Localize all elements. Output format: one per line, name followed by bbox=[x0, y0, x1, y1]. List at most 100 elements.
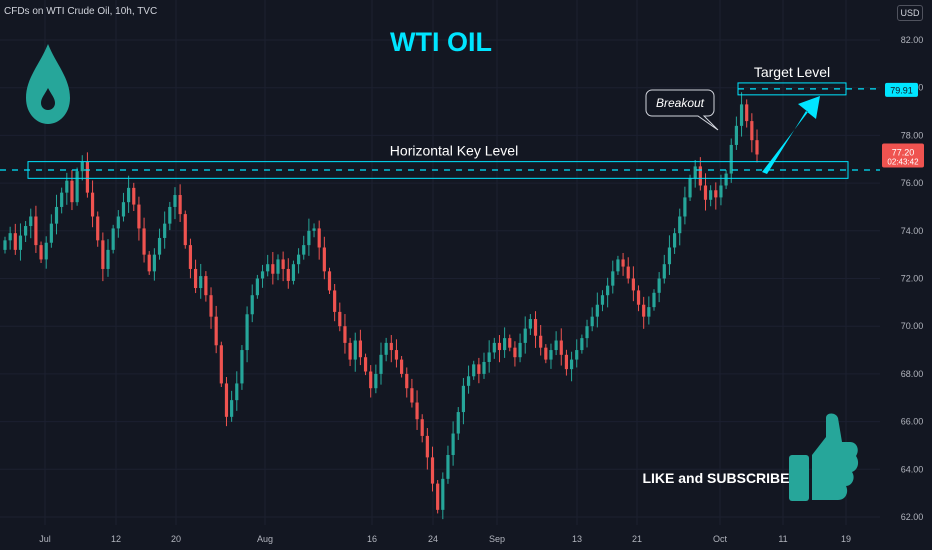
candle-body bbox=[672, 233, 677, 248]
candle bbox=[672, 228, 677, 254]
candle-body bbox=[724, 173, 728, 186]
candle bbox=[698, 157, 702, 191]
candle-body bbox=[116, 216, 120, 229]
candle bbox=[168, 201, 172, 231]
candle bbox=[286, 258, 290, 289]
candle-body bbox=[348, 342, 352, 360]
candle-body bbox=[492, 342, 496, 353]
price-tick-label: 74.00 bbox=[901, 226, 924, 236]
candle-body bbox=[322, 247, 326, 272]
candle bbox=[39, 241, 43, 263]
candle bbox=[394, 339, 399, 368]
candle bbox=[441, 472, 445, 520]
time-tick-label: 24 bbox=[428, 534, 438, 544]
candle-body bbox=[75, 171, 79, 203]
candlestick-series[interactable] bbox=[3, 92, 759, 520]
candle bbox=[667, 235, 672, 275]
candle-body bbox=[80, 161, 84, 172]
candle bbox=[353, 332, 357, 372]
time-tick-label: 20 bbox=[171, 534, 181, 544]
candle-body bbox=[482, 361, 486, 374]
candle bbox=[518, 333, 522, 363]
candle bbox=[338, 302, 342, 332]
candle bbox=[96, 211, 100, 247]
candle bbox=[523, 316, 527, 354]
candle-body bbox=[65, 180, 69, 193]
candle-body bbox=[219, 345, 223, 384]
candle-body bbox=[714, 190, 718, 198]
time-tick-label: Aug bbox=[257, 534, 273, 544]
candle-body bbox=[734, 125, 738, 145]
candle-body bbox=[600, 295, 605, 305]
candle-body bbox=[549, 350, 553, 360]
candle-body bbox=[250, 295, 254, 315]
candle-body bbox=[132, 187, 136, 205]
candle bbox=[173, 187, 177, 220]
currency-button[interactable]: USD bbox=[897, 5, 923, 21]
candle-body bbox=[595, 304, 599, 317]
key-level-label: Horizontal Key Level bbox=[390, 143, 518, 159]
candle-body bbox=[580, 338, 584, 351]
candle bbox=[590, 307, 594, 332]
candle bbox=[616, 255, 620, 275]
oil-drop-outer bbox=[26, 44, 70, 124]
candle-body bbox=[374, 373, 378, 389]
current-price-label: 77.20 bbox=[892, 147, 915, 157]
candle bbox=[703, 173, 708, 211]
candle-body bbox=[307, 230, 311, 246]
candle-body bbox=[96, 216, 100, 241]
candle-body bbox=[369, 371, 373, 389]
price-tick-label: 68.00 bbox=[901, 369, 924, 379]
candle-body bbox=[286, 268, 290, 281]
candle bbox=[564, 349, 569, 376]
candle bbox=[358, 329, 362, 366]
candle bbox=[503, 327, 507, 358]
candle-body bbox=[508, 338, 512, 348]
candle-body bbox=[90, 192, 95, 217]
candle bbox=[348, 337, 352, 367]
candle-body bbox=[204, 276, 208, 296]
candle-body bbox=[657, 278, 661, 293]
candle bbox=[472, 360, 476, 380]
candle-body bbox=[405, 373, 409, 389]
candle-body bbox=[611, 271, 615, 286]
candle bbox=[719, 174, 723, 206]
candle-body bbox=[137, 204, 141, 229]
time-tick-label: 11 bbox=[778, 534, 787, 544]
breakout-label: Breakout bbox=[656, 96, 705, 110]
candle-body bbox=[729, 144, 733, 174]
candle bbox=[235, 371, 239, 411]
candle bbox=[549, 343, 553, 369]
candle bbox=[152, 248, 156, 281]
chart-title: WTI OIL bbox=[390, 27, 492, 57]
candle-body bbox=[554, 340, 558, 351]
candle-body bbox=[446, 454, 450, 479]
candle bbox=[224, 377, 229, 427]
symbol-info: CFDs on WTI Crude Oil, 10h, TVC bbox=[4, 6, 158, 17]
candle bbox=[559, 328, 563, 366]
candle bbox=[554, 331, 558, 356]
candle bbox=[626, 257, 630, 284]
candle bbox=[693, 159, 697, 188]
candle bbox=[188, 238, 193, 279]
candle-body bbox=[338, 311, 342, 327]
candle bbox=[281, 251, 285, 282]
candle bbox=[709, 185, 713, 207]
candle bbox=[209, 287, 213, 329]
candle bbox=[621, 252, 625, 276]
bar-countdown-label: 02:43:42 bbox=[887, 157, 919, 166]
candle bbox=[80, 155, 84, 181]
candle bbox=[121, 192, 126, 222]
candle bbox=[544, 344, 548, 364]
candle-body bbox=[178, 195, 182, 215]
price-tick-label: 70.00 bbox=[901, 321, 924, 331]
candle-body bbox=[441, 478, 445, 510]
candle-body bbox=[363, 357, 368, 372]
candle bbox=[678, 208, 682, 246]
candle-body bbox=[698, 166, 702, 186]
candle bbox=[446, 445, 450, 484]
candle bbox=[662, 254, 666, 284]
candle-body bbox=[662, 264, 666, 279]
candle-body bbox=[410, 388, 414, 403]
